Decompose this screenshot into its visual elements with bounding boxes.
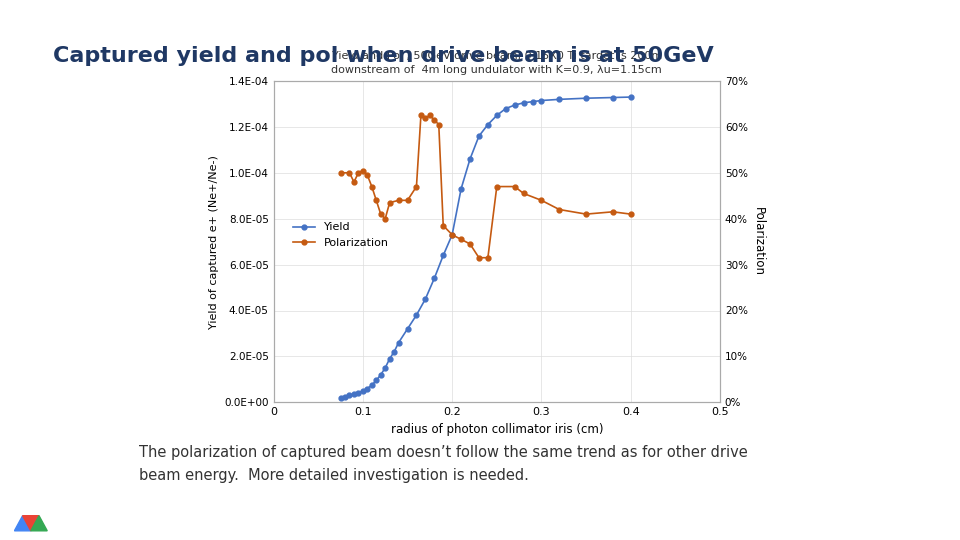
Legend: Yield, Polarization: Yield, Polarization — [288, 218, 393, 252]
Polarization — [428, 117, 440, 123]
Polarization — [420, 114, 431, 121]
Yield — [384, 355, 396, 362]
Polygon shape — [31, 516, 47, 531]
Polarization — [509, 183, 520, 190]
Yield — [500, 105, 512, 112]
Yield — [446, 232, 458, 238]
Polarization — [375, 211, 387, 217]
Polarization — [371, 197, 382, 204]
Polarization — [415, 112, 426, 119]
Yield — [339, 393, 350, 400]
Yield — [352, 390, 364, 396]
Polarization — [482, 254, 493, 261]
Polarization — [473, 254, 485, 261]
Polarization — [446, 232, 458, 238]
Polarization — [362, 172, 373, 178]
Yield — [625, 94, 636, 100]
Polarization — [625, 211, 636, 217]
Polarization — [348, 179, 360, 185]
Yield — [401, 326, 413, 332]
Text: Captured yield and pol when drive beam is at 50GeV: Captured yield and pol when drive beam i… — [53, 46, 713, 66]
Yield — [371, 377, 382, 384]
Polarization — [517, 190, 529, 197]
Yield — [527, 98, 539, 105]
Yield — [357, 388, 369, 394]
Yield — [482, 122, 493, 128]
Line: Yield: Yield — [338, 94, 634, 400]
Yield — [366, 382, 377, 388]
Yield — [389, 349, 400, 355]
Polarization — [424, 112, 436, 119]
Yield — [465, 156, 476, 162]
Polarization — [379, 215, 391, 222]
Polarization — [411, 183, 422, 190]
Yield — [438, 252, 449, 259]
Yield — [348, 391, 360, 397]
Yield — [580, 95, 591, 102]
Polarization — [433, 122, 444, 128]
Polarization — [384, 199, 396, 206]
Polarization — [344, 170, 355, 176]
Polarization — [438, 222, 449, 229]
Yield — [335, 394, 347, 401]
Yield — [379, 364, 391, 371]
Yield — [473, 133, 485, 139]
Polarization — [491, 183, 503, 190]
Y-axis label: Yield of captured e+ (Ne+/Ne-): Yield of captured e+ (Ne+/Ne-) — [208, 155, 219, 328]
Polarization — [352, 170, 364, 176]
Polarization — [357, 167, 369, 174]
Polarization — [554, 206, 565, 213]
Yield — [509, 102, 520, 109]
Polarization — [366, 183, 377, 190]
Yield — [420, 296, 431, 302]
Yield — [554, 96, 565, 103]
Yield — [362, 386, 373, 392]
Yield — [411, 312, 422, 318]
X-axis label: radius of photon collimator iris (cm): radius of photon collimator iris (cm) — [391, 423, 603, 436]
Yield — [375, 372, 387, 378]
Yield — [344, 392, 355, 399]
Line: Polarization: Polarization — [338, 113, 634, 260]
Polarization — [580, 211, 591, 217]
Yield — [393, 339, 404, 346]
Yield — [455, 186, 467, 192]
Polarization — [465, 241, 476, 247]
Yield — [517, 99, 529, 106]
Yield — [428, 275, 440, 282]
Yield — [536, 97, 547, 104]
Polarization — [393, 197, 404, 204]
Polygon shape — [14, 516, 31, 531]
Title: Yield and Pol , 50GeV drive beam, 0.15X0 Ti target is 200m
downstream of  4m lon: Yield and Pol , 50GeV drive beam, 0.15X0… — [331, 51, 662, 75]
Polarization — [335, 170, 347, 176]
Polarization — [401, 197, 413, 204]
Yield — [491, 112, 503, 119]
Y-axis label: Polarization: Polarization — [752, 207, 764, 276]
Polarization — [536, 197, 547, 204]
Text: The polarization of captured beam doesn’t follow the same trend as for other dri: The polarization of captured beam doesn’… — [139, 446, 748, 483]
Polarization — [607, 208, 618, 215]
Polarization — [455, 236, 467, 242]
Yield — [607, 94, 618, 101]
Polygon shape — [23, 516, 39, 531]
